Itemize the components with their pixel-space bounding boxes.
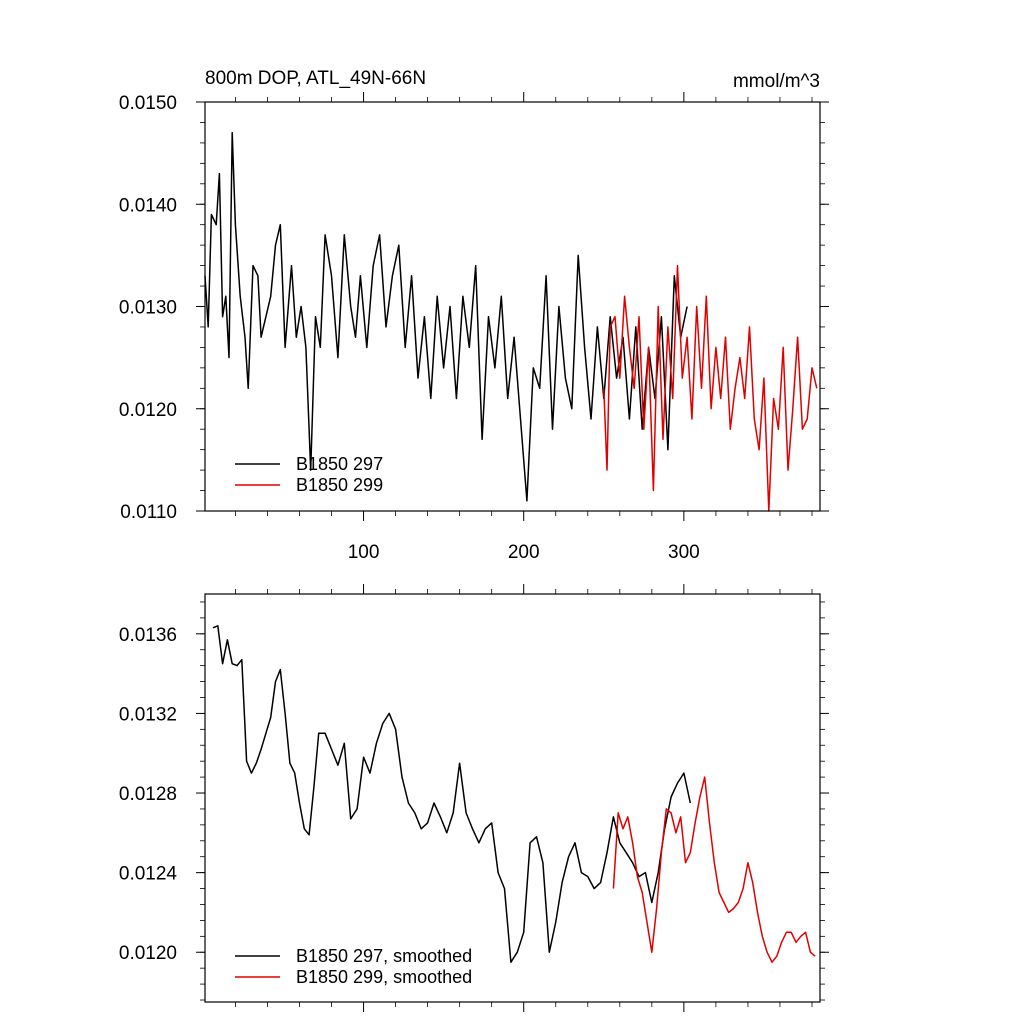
y-tick-label: 0.0124: [119, 864, 178, 885]
series-line-1: [204, 131, 688, 502]
y-tick-label: 0.0120: [119, 943, 177, 964]
plot-frame: [204, 593, 821, 1003]
bottom-plot-axes: 0.0120 0.0124 0.0128 0.0132 0.0136: [119, 584, 829, 1012]
y-tick-label: 0.0150: [119, 93, 177, 114]
y-tick-label: 0.0120: [119, 400, 177, 421]
series-line-2: [612, 776, 816, 963]
units-label: mmol/m^3: [733, 71, 820, 92]
y-tick-label: 0.0140: [119, 195, 177, 216]
x-tick-label: 300: [668, 542, 700, 563]
plot-frame: [204, 101, 821, 512]
legend-label-1: B1850 297: [296, 454, 383, 474]
legend-label-1: B1850 297, smoothed: [296, 946, 472, 966]
top-plot-axes: 0.0110 0.0120 0.0130 0.0140 0.0150 100 200 300: [119, 92, 829, 563]
y-tick-label: 0.0128: [119, 784, 177, 805]
figure-title: 800m DOP, ATL_49N-66N: [205, 68, 426, 89]
x-tick-label: 200: [508, 542, 540, 563]
top-plot-lines: [204, 131, 818, 512]
y-tick-label: 0.0110: [120, 502, 177, 523]
y-tick-label: 0.0136: [119, 625, 177, 646]
series-line-1: [212, 625, 692, 963]
bottom-plot-lines: [212, 625, 816, 963]
legend-label-2: B1850 299, smoothed: [296, 967, 472, 987]
series-line-2: [603, 264, 818, 512]
bottom-plot-panel: 0.0120 0.0124 0.0128 0.0132 0.0136 B1850 297…: [119, 584, 829, 1012]
x-tick-label: 100: [348, 542, 380, 563]
y-tick-label: 0.0132: [119, 704, 177, 725]
legend-label-2: B1850 299: [296, 475, 383, 495]
y-tick-label: 0.0130: [119, 298, 177, 319]
